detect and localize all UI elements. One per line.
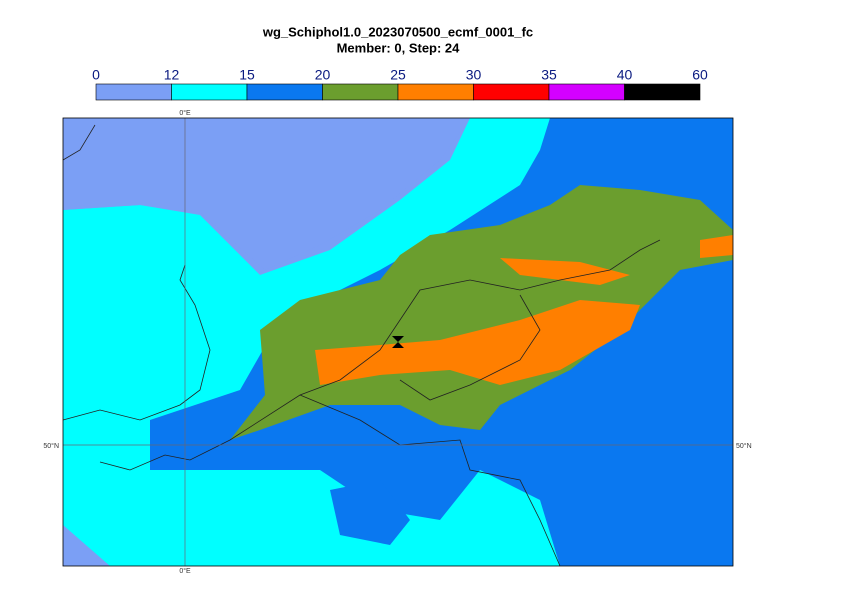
colorbar-label: 60 — [692, 67, 708, 83]
colorbar-label: 35 — [541, 67, 557, 83]
colorbar-label: 25 — [390, 67, 406, 83]
field-25-30 — [315, 300, 640, 385]
lat-label: 50°N — [736, 442, 752, 450]
colorbar-label: 15 — [239, 67, 255, 83]
subtitle: Member: 0, Step: 24 — [337, 40, 461, 55]
colorbar-box — [322, 83, 399, 101]
colorbar-label: 40 — [617, 67, 633, 83]
colorbar-box — [95, 83, 172, 101]
colorbar-label: 12 — [164, 67, 180, 83]
colorbar-box — [624, 83, 701, 101]
colorbar-box — [473, 83, 550, 101]
lon-label: 0°E — [179, 567, 191, 575]
field-15-20 — [330, 480, 410, 545]
colorbar-box — [548, 83, 625, 101]
map-frame — [62, 117, 734, 567]
colorbar: 0 12 15 20 25 30 35 40 60 — [92, 67, 708, 101]
lon-label: 0°E — [179, 109, 191, 117]
title: wg_Schiphol1.0_2023070500_ecmf_0001_fc — [262, 24, 533, 39]
colorbar-box — [171, 83, 248, 101]
colorbar-label: 20 — [315, 67, 331, 83]
map — [62, 117, 734, 567]
field-calm — [63, 118, 470, 270]
field-25-30 — [500, 258, 630, 285]
field-25-30 — [700, 235, 733, 258]
colorbar-label: 30 — [466, 67, 482, 83]
lat-label: 50°N — [43, 442, 59, 450]
border — [299, 294, 561, 567]
colorbar-box — [397, 83, 474, 101]
colorbar-label: 0 — [92, 67, 100, 83]
station-marker — [392, 336, 404, 348]
colorbar-box — [246, 83, 323, 101]
